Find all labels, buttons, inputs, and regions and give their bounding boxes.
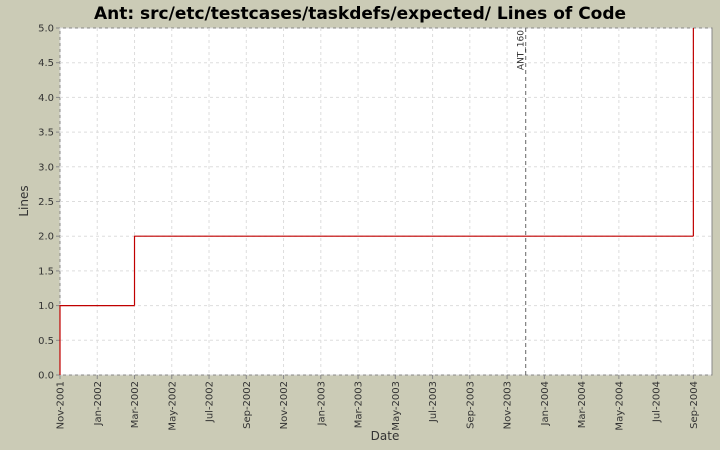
y-tick-label: 1.0 (38, 301, 54, 312)
chart-title: Ant: src/etc/testcases/taskdefs/expected… (94, 4, 626, 24)
y-tick-label: 3.5 (38, 128, 54, 139)
step-line (59, 305, 135, 375)
y-tick-label: 4.5 (38, 58, 54, 69)
x-tick-label: Nov-2001 (56, 381, 67, 429)
x-tick-label: Nov-2003 (503, 381, 514, 429)
x-tick-label: May-2004 (614, 381, 625, 431)
x-axis-label: Date (371, 429, 400, 443)
y-tick-label: 2.5 (38, 197, 54, 208)
x-tick-label: Nov-2002 (279, 381, 290, 429)
x-tick-label: Jan-2003 (316, 381, 327, 426)
x-tick-label: Mar-2002 (130, 381, 141, 428)
y-axis-label: Lines (17, 185, 31, 216)
y-tick-label: 2.0 (38, 232, 54, 243)
x-tick-label: Jan-2002 (93, 381, 104, 426)
x-tick-label: Sep-2004 (689, 381, 700, 429)
x-tick-label: Sep-2003 (465, 381, 476, 429)
annotation-label: ANT_160 (517, 30, 527, 70)
x-tick-label: Jul-2002 (205, 381, 216, 423)
step-line (133, 235, 694, 306)
x-tick-label: Mar-2004 (577, 381, 588, 428)
y-tick-label: 3.0 (38, 162, 54, 173)
x-tick-label: Jul-2004 (652, 381, 663, 423)
y-tick-label: 5.0 (38, 24, 54, 35)
x-tick-label: Jan-2004 (540, 381, 551, 426)
x-tick-label: Sep-2002 (242, 381, 253, 429)
x-tick-label: May-2002 (167, 381, 178, 431)
y-tick-label: 0.0 (38, 371, 54, 382)
y-tick-label: 1.5 (38, 266, 54, 277)
x-tick-label: Jul-2003 (428, 381, 439, 423)
y-tick-label: 0.5 (38, 336, 54, 347)
x-tick-label: May-2003 (391, 381, 402, 431)
x-tick-label: Mar-2003 (354, 381, 365, 428)
y-tick-label: 4.0 (38, 93, 54, 104)
